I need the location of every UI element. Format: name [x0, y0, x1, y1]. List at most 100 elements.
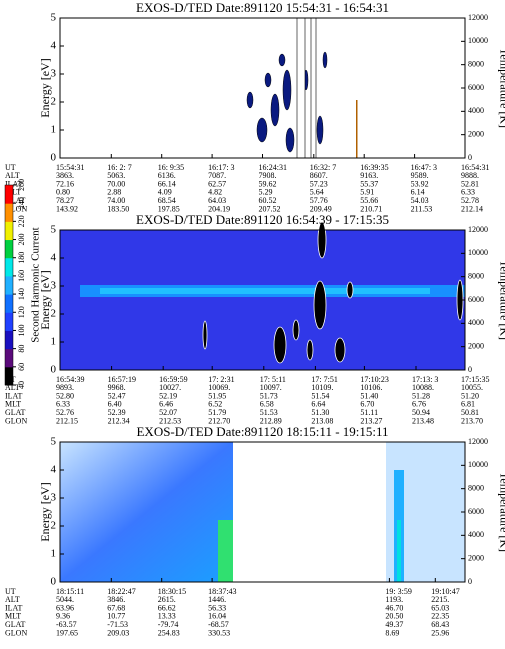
table-cell: 51.28: [412, 391, 430, 400]
y2-tick-label: 12000: [468, 437, 488, 446]
y2-tick-label: 6000: [468, 83, 484, 92]
table-cell: 16:54:31: [461, 163, 489, 172]
colorbar-segment: [5, 221, 13, 241]
table-cell: 5.64: [310, 188, 324, 197]
table-cell: 10097.: [260, 383, 282, 392]
table-cell: 209.03: [107, 628, 129, 637]
row-label: GLAT: [5, 196, 26, 205]
table-cell: 18:22:47: [107, 587, 135, 596]
y-tick-label: 3: [51, 492, 57, 504]
table-cell: 16: 2: 7: [107, 163, 131, 172]
y2-tick-label: 12000: [468, 225, 488, 234]
row-label: GLON: [5, 416, 27, 425]
table-cell: 3846.: [107, 595, 125, 604]
panel-title: EXOS-D/TED Date:891120 15:54:31 - 16:54:…: [136, 0, 389, 15]
table-cell: 7087.: [208, 171, 226, 180]
table-cell: 210.71: [360, 204, 382, 213]
table-cell: 10027.: [159, 383, 181, 392]
y-tick-label: 1: [51, 336, 57, 348]
table-cell: 19:10:47: [431, 587, 459, 596]
table-cell: 66.14: [158, 179, 176, 188]
row-label: GLON: [5, 628, 27, 637]
table-cell: 16:47: 3: [411, 163, 437, 172]
colorbar-segment: [5, 312, 13, 331]
table-cell: 53.92: [411, 179, 429, 188]
table-cell: 8.69: [385, 628, 399, 637]
table-cell: 55.37: [360, 179, 378, 188]
table-cell: 57.23: [310, 179, 328, 188]
y-tick-label: 4: [51, 252, 57, 264]
table-cell: 51.79: [208, 408, 226, 417]
row-label: ALT: [5, 595, 20, 604]
y2-tick-label: 0: [468, 153, 472, 162]
table-cell: 52.80: [56, 391, 74, 400]
y2-tick-label: 10000: [468, 460, 488, 469]
table-cell: 54.03: [411, 196, 429, 205]
table-cell: 254.83: [158, 628, 180, 637]
table-cell: 16:39:35: [360, 163, 388, 172]
y2-tick-label: 8000: [468, 271, 484, 280]
table-cell: 56.33: [208, 603, 226, 612]
table-cell: 17:13: 3: [412, 375, 438, 384]
table-cell: 209.49: [310, 204, 332, 213]
table-cell: 52.47: [108, 391, 126, 400]
table-cell: 51.30: [311, 408, 329, 417]
table-cell: 6.58: [260, 400, 274, 409]
y-tick-label: 2: [51, 520, 57, 532]
y-axis-label: Energy [eV]: [38, 58, 52, 117]
table-cell: 66.62: [158, 603, 176, 612]
table-cell: -79.74: [158, 620, 179, 629]
y-tick-label: 1: [51, 548, 57, 560]
table-cell: 16:54:39: [56, 375, 84, 384]
table-cell: 51.73: [260, 391, 278, 400]
spectrogram-2: [60, 221, 465, 370]
spectrogram-1: [60, 17, 465, 159]
table-cell: 212.89: [260, 416, 282, 425]
colorbar-tick-label: 240: [17, 197, 26, 209]
y-tick-label: 0: [51, 152, 57, 164]
table-cell: 5063.: [107, 171, 125, 180]
table-cell: 51.54: [311, 391, 329, 400]
table-cell: 212.34: [108, 416, 130, 425]
y-tick-label: 5: [51, 224, 57, 236]
table-cell: -68.57: [208, 620, 229, 629]
table-cell: 212.70: [208, 416, 230, 425]
table-cell: 9888.: [461, 171, 479, 180]
colorbar-tick-label: 200: [17, 234, 26, 246]
table-cell: 17: 5:11: [260, 375, 286, 384]
table-cell: 5.91: [360, 188, 374, 197]
table-cell: 6.33: [56, 400, 70, 409]
row-label: ILAT: [5, 603, 22, 612]
table-cell: 16:17: 3: [208, 163, 234, 172]
y2-axis-label: Temperature [K]: [497, 472, 505, 552]
row-label: ILAT: [5, 391, 22, 400]
y2-tick-label: 6000: [468, 295, 484, 304]
colorbar-tick-label: 220: [17, 215, 26, 227]
table-cell: 213.08: [311, 416, 333, 425]
table-cell: 9893.: [56, 383, 74, 392]
table-cell: 16: 9:35: [158, 163, 184, 172]
table-cell: 6.64: [311, 400, 325, 409]
table-cell: 212.15: [56, 416, 78, 425]
table-cell: 143.92: [56, 204, 78, 213]
y2-tick-label: 4000: [468, 530, 484, 539]
table-cell: 17:10:23: [360, 375, 388, 384]
y2-tick-label: 2000: [468, 129, 484, 138]
table-cell: 213.27: [360, 416, 382, 425]
table-cell: 9968.: [108, 383, 126, 392]
colorbar-tick-label: 60: [17, 363, 26, 371]
y-axis-label: Energy [eV]: [38, 482, 52, 541]
table-cell: 212.53: [159, 416, 181, 425]
y-tick-label: 5: [51, 436, 57, 448]
panel-title: EXOS-D/TED Date:891120 18:15:11 - 19:15:…: [136, 424, 388, 439]
table-cell: 51.95: [208, 391, 226, 400]
table-cell: 51.40: [360, 391, 378, 400]
row-label: MLT: [5, 400, 21, 409]
table-cell: 52.81: [461, 179, 479, 188]
table-cell: 17:15:35: [461, 375, 489, 384]
colorbar-segment: [5, 239, 13, 259]
colorbar-tick-label: 120: [17, 306, 26, 318]
table-cell: 330.53: [208, 628, 230, 637]
y-tick-label: 2: [51, 96, 57, 108]
